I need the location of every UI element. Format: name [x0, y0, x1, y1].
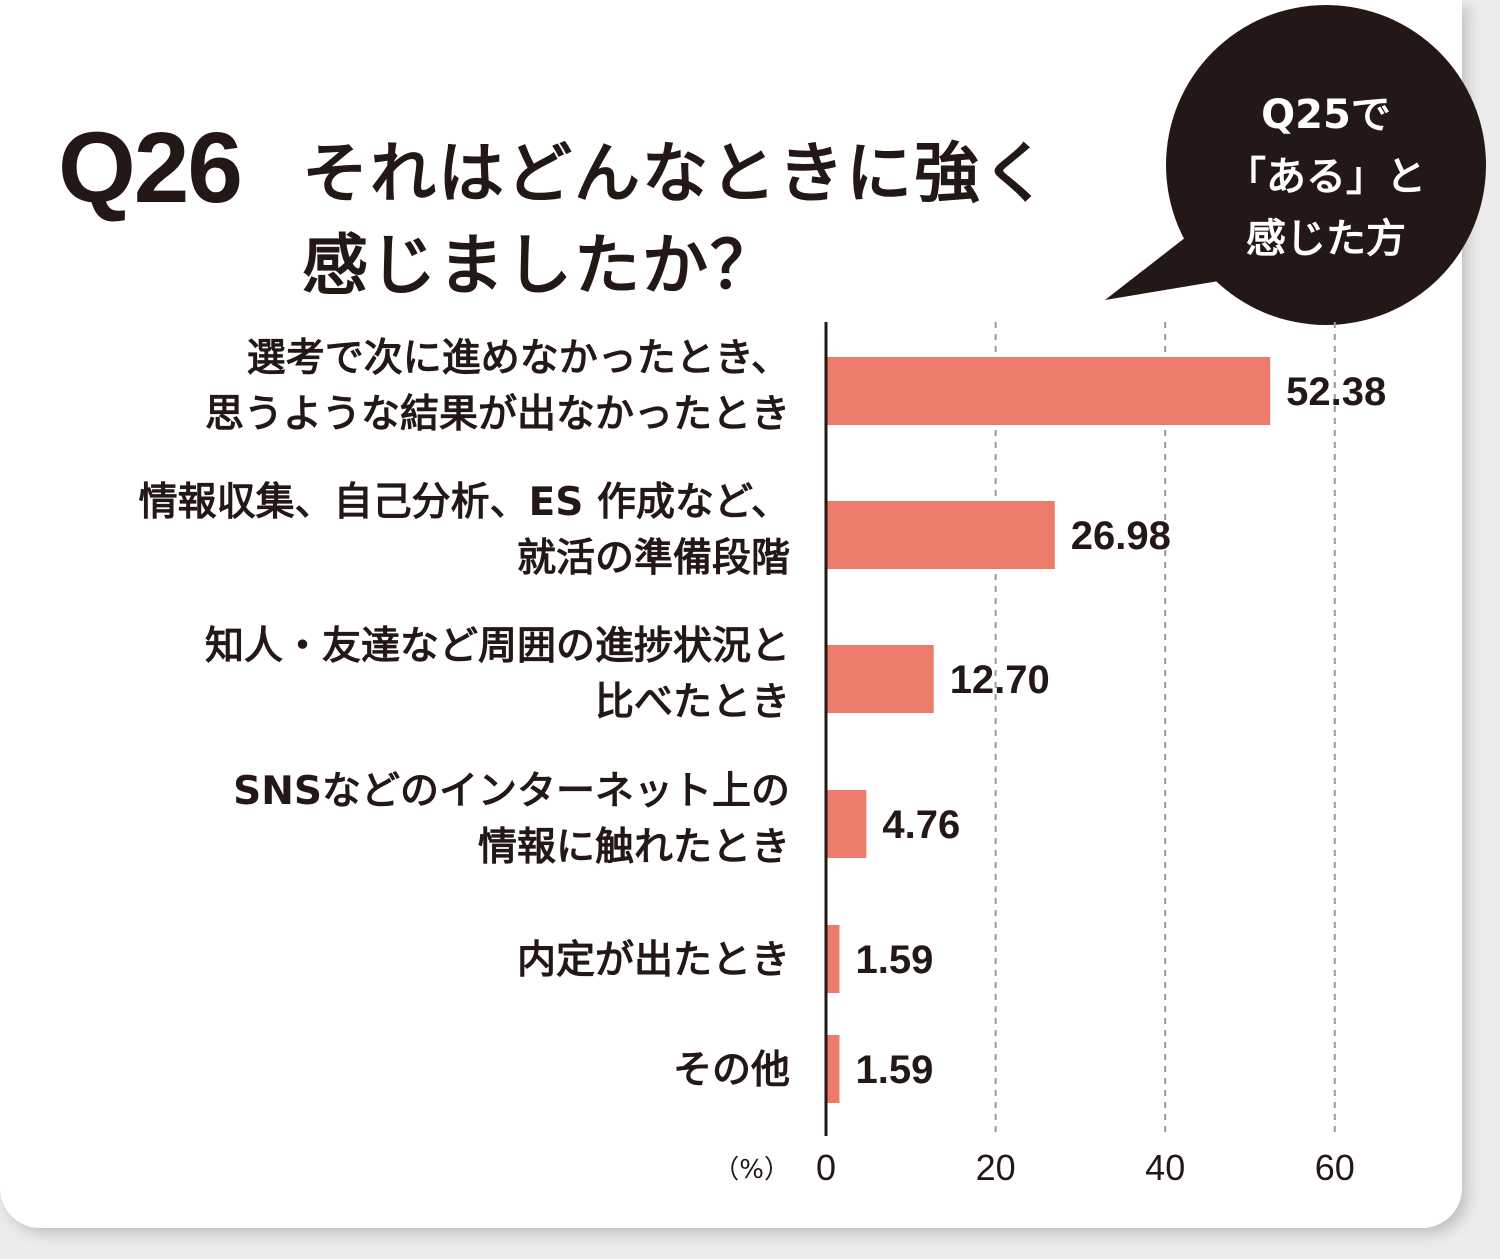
tick-label: 60	[1315, 1147, 1355, 1188]
tick-label: 20	[976, 1147, 1016, 1188]
bar	[826, 790, 867, 858]
value-label: 1.59	[855, 1048, 933, 1092]
category-label: SNSなどのインターネット上の	[233, 769, 790, 814]
category-label: 選考で次に進めなかったとき、	[247, 336, 790, 381]
question-title-line2: 感じましたか？	[302, 227, 778, 304]
category-label: 内定が出たとき	[517, 938, 790, 983]
tick-label: 0	[816, 1147, 836, 1188]
question-number: Q26	[58, 112, 243, 224]
bar	[826, 645, 934, 713]
bar	[826, 925, 840, 993]
bar	[826, 501, 1055, 569]
value-label: 1.59	[855, 938, 933, 982]
category-label: その他	[673, 1048, 790, 1093]
bar	[826, 1035, 840, 1103]
unit-label: （%）	[713, 1155, 790, 1185]
speech-bubble-circle	[1166, 5, 1486, 325]
category-label: 知人・友達など周囲の進捗状況と	[205, 624, 790, 669]
category-label: 情報に触れたとき	[478, 825, 790, 870]
bubble-line3: 感じた方	[1246, 216, 1406, 262]
tick-label: 40	[1145, 1147, 1185, 1188]
category-label: 思うような結果が出なかったとき	[205, 392, 790, 437]
speech-bubble	[1105, 5, 1486, 325]
value-label: 12.70	[950, 658, 1050, 702]
value-label: 4.76	[882, 803, 960, 847]
bubble-line1: Q25で	[1261, 92, 1391, 138]
bubble-line2: 「ある」と	[1226, 154, 1426, 200]
speech-bubble-text: Q25で 「ある」と 感じた方	[1186, 84, 1466, 270]
category-label: 就活の準備段階	[517, 536, 790, 581]
question-title: それはどんなときに強く 感じましたか？	[302, 128, 1162, 312]
value-label: 52.38	[1286, 370, 1386, 414]
category-label: 比べたとき	[595, 680, 790, 725]
bar	[826, 357, 1271, 425]
value-label: 26.98	[1071, 514, 1171, 558]
category-label: 情報収集、自己分析、ES 作成など、	[139, 480, 790, 525]
question-title-line1: それはどんなときに強く	[302, 135, 1050, 212]
